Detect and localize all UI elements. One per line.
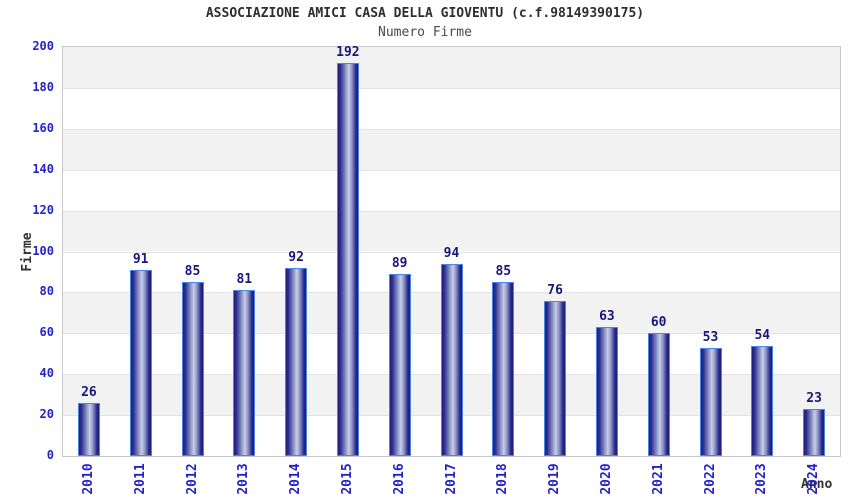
y-tick-label: 140: [32, 161, 54, 176]
grid-band: [63, 210, 840, 252]
bar-2019: [544, 300, 567, 456]
bar-value-label: 192: [336, 45, 360, 61]
x-tick-label-2015: 2015: [339, 463, 355, 495]
bar-2016: [388, 274, 411, 456]
bar-2017: [440, 263, 463, 456]
y-tick-label: 160: [32, 120, 54, 135]
bar-2013: [233, 290, 256, 456]
x-tick-label-2010: 2010: [80, 463, 96, 495]
bar-value-label: 23: [806, 390, 822, 406]
bar-2022: [699, 347, 722, 456]
bar-value-label: 92: [288, 249, 304, 265]
bar-2024: [803, 408, 826, 456]
bar-2020: [595, 327, 618, 456]
gridline: [63, 128, 840, 130]
bar-2018: [492, 282, 515, 456]
grid-band: [63, 87, 840, 129]
grid-band: [63, 47, 840, 88]
x-tick-label-2019: 2019: [547, 463, 563, 495]
gridline: [63, 87, 840, 89]
y-tick-label: 100: [32, 243, 54, 258]
x-axis-title: Anno: [801, 477, 833, 492]
gridline: [63, 210, 840, 212]
bar-value-label: 63: [599, 309, 615, 325]
y-tick-label: 80: [39, 284, 54, 299]
x-tick-label-2020: 2020: [598, 463, 614, 495]
y-tick-label: 60: [39, 325, 54, 340]
x-tick-label-2012: 2012: [184, 463, 200, 495]
chart-subtitle: Numero Firme: [378, 25, 472, 40]
x-tick-label-2021: 2021: [650, 463, 666, 495]
x-tick-label-2013: 2013: [236, 463, 252, 495]
bar-value-label: 60: [650, 315, 667, 331]
x-tick-label-2017: 2017: [443, 463, 459, 495]
grid-band: [63, 128, 840, 170]
y-tick-label: 40: [39, 366, 54, 381]
bar-value-label: 94: [443, 245, 460, 261]
bar-2023: [751, 345, 774, 456]
bar-value-label: 85: [495, 264, 512, 280]
bar-value-label: 85: [184, 264, 201, 280]
bar-2012: [181, 282, 204, 456]
bar-2014: [285, 267, 308, 456]
bar-value-label: 53: [702, 329, 719, 345]
bar-2021: [647, 333, 670, 456]
x-tick-label-2018: 2018: [495, 463, 511, 495]
bar-value-label: 76: [547, 282, 563, 298]
bar-value-label: 89: [391, 256, 408, 271]
gridline: [63, 169, 840, 171]
x-tick-label-2016: 2016: [391, 463, 407, 495]
bar-2010: [77, 402, 100, 456]
x-tick-label-2011: 2011: [132, 463, 148, 495]
plot-area: 26 91 85 81 92 192 89 94 85 76 63 60 53 54 23: [62, 45, 841, 457]
bar-2015: [336, 63, 359, 456]
bar-2011: [129, 269, 152, 456]
bar-value-label: 91: [132, 251, 149, 267]
x-tick-label-2014: 2014: [288, 463, 304, 495]
bar-value-label: 81: [236, 272, 253, 288]
y-tick-label: 120: [32, 202, 54, 217]
grid-band: [63, 169, 840, 211]
y-tick-label: 20: [39, 407, 54, 422]
y-tick-label: 0: [46, 448, 54, 462]
bar-value-label: 54: [754, 327, 771, 343]
x-tick-label-2024: 2024: [806, 463, 822, 495]
y-tick-label: 180: [32, 79, 54, 94]
gridline: [63, 251, 840, 253]
y-tick-label: 200: [32, 39, 54, 53]
bar-value-label: 26: [81, 384, 97, 400]
x-tick-label-2023: 2023: [754, 463, 770, 495]
x-tick-label-2022: 2022: [702, 463, 718, 495]
chart-title: ASSOCIAZIONE AMICI CASA DELLA GIOVENTU (…: [205, 6, 645, 21]
